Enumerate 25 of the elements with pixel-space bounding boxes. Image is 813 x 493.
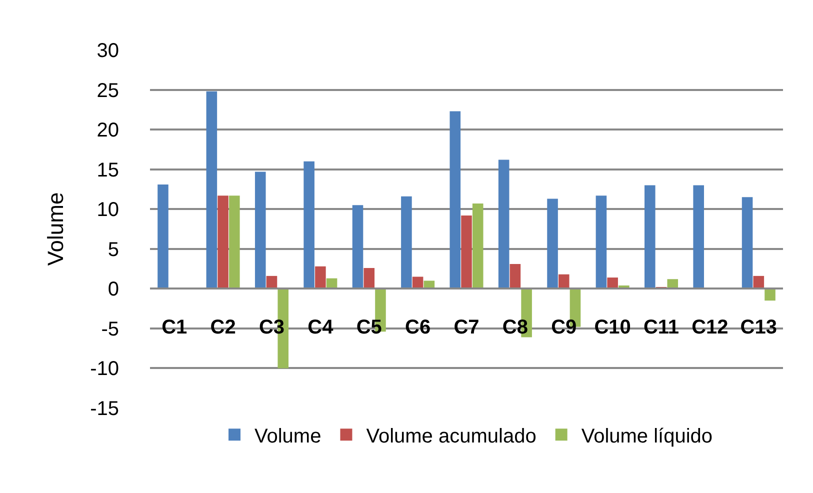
x-tick-label: C5 xyxy=(356,316,382,338)
x-tick-label: C4 xyxy=(308,316,334,338)
y-tick-label: 0 xyxy=(108,278,119,301)
y-tick-label: 20 xyxy=(96,120,119,142)
x-tick-label: C1 xyxy=(162,316,188,338)
x-tick-label: C12 xyxy=(692,316,728,338)
y-axis-title: Volume xyxy=(42,192,68,266)
y-tick-label: 15 xyxy=(96,159,119,182)
x-tick-label: C6 xyxy=(405,316,431,338)
y-tick-label: -5 xyxy=(101,318,119,340)
y-tick-label: 30 xyxy=(96,40,119,62)
legend-label: Volume líquido xyxy=(581,425,713,448)
legend-label: Volume acumulado xyxy=(366,425,536,448)
y-tick-label: -15 xyxy=(90,398,119,420)
x-tick-label: C11 xyxy=(643,316,680,338)
x-tick-label: C13 xyxy=(740,316,777,338)
y-tick-label: -10 xyxy=(90,358,119,380)
y-tick-label: 5 xyxy=(108,238,119,261)
x-tick-label: C7 xyxy=(454,316,480,338)
x-tick-label: C9 xyxy=(551,316,577,338)
y-tick-label: 10 xyxy=(96,199,119,222)
legend-label: Volume xyxy=(254,425,322,448)
y-tick-label: 25 xyxy=(96,80,119,102)
x-tick-label: C2 xyxy=(210,316,236,338)
x-tick-label: C10 xyxy=(594,316,631,338)
